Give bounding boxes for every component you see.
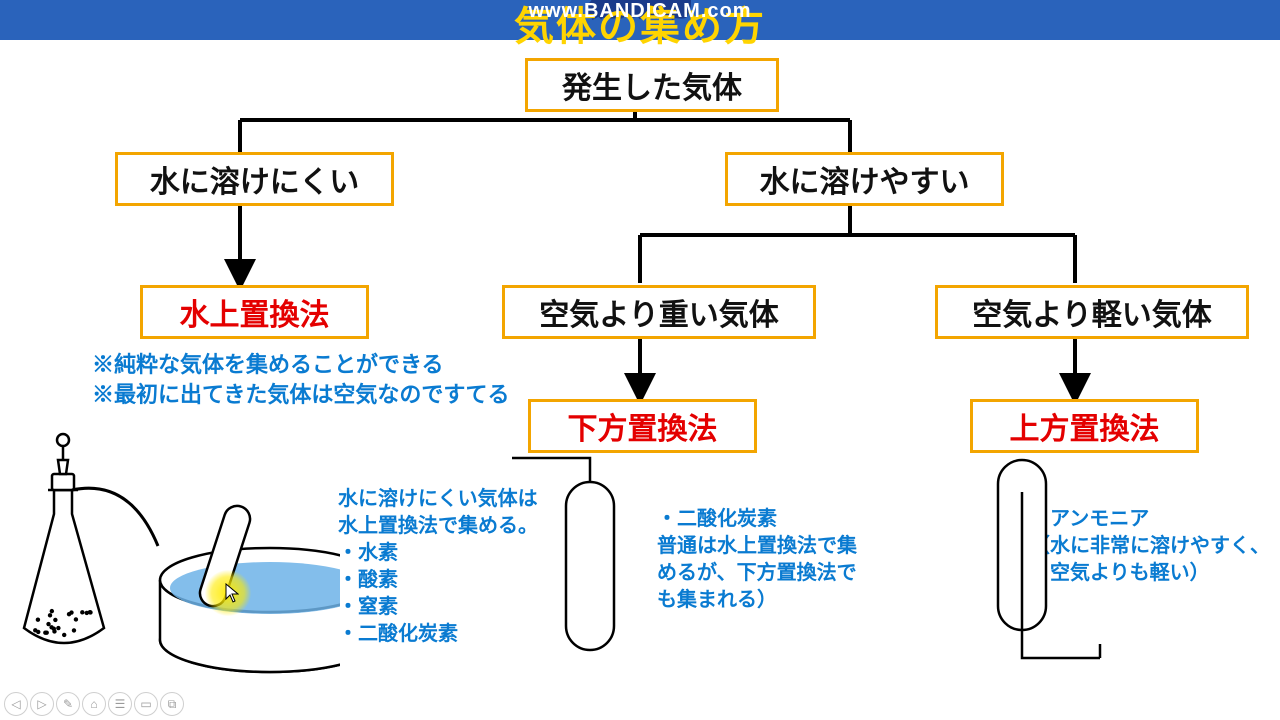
cursor-icon [225,583,239,603]
note-pure: ※純粋な気体を集めることができる※最初に出てきた気体は空気なのですてる [92,350,510,409]
toolbar-button-1[interactable]: ▷ [30,692,54,716]
player-toolbar: ◁▷✎⌂☰▭⧉ [4,692,186,716]
node-leftAns: 水上置換法 [140,285,369,339]
toolbar-button-3[interactable]: ⌂ [82,692,106,716]
node-heavy: 空気より重い気体 [502,285,816,339]
note-water-list: 水に溶けにくい気体は水上置換法で集める。水素酸素窒素二酸化炭素 [338,486,538,648]
toolbar-button-4[interactable]: ☰ [108,692,132,716]
node-up: 上方置換法 [970,399,1199,453]
node-rightQ: 水に溶けやすい [725,152,1004,206]
toolbar-button-0[interactable]: ◁ [4,692,28,716]
toolbar-button-2[interactable]: ✎ [56,692,80,716]
toolbar-button-5[interactable]: ▭ [134,692,158,716]
apparatus-water-displacement [0,430,340,680]
cursor-highlight-icon [205,570,251,616]
note-down-list: 二酸化炭素普通は水上置換法で集めるが、下方置換法でも集まれる） [657,506,857,614]
toolbar-button-6[interactable]: ⧉ [160,692,184,716]
node-leftQ: 水に溶けにくい [115,152,394,206]
stage: 気体の集め方 気体の集め方 www.BANDICAM.com www.BANDI… [0,0,1280,720]
node-root: 発生した気体 [525,58,779,112]
note-up-list: アンモニア（水に非常に溶けやすく、 空気よりも軽い） [1030,506,1270,587]
page-title: 気体の集め方 [0,0,1280,52]
node-light: 空気より軽い気体 [935,285,1249,339]
node-down: 下方置換法 [528,399,757,453]
label-water: 水中 [262,582,306,612]
